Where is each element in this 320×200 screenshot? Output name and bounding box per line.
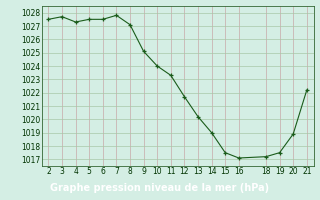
Text: Graphe pression niveau de la mer (hPa): Graphe pression niveau de la mer (hPa) — [51, 183, 269, 193]
